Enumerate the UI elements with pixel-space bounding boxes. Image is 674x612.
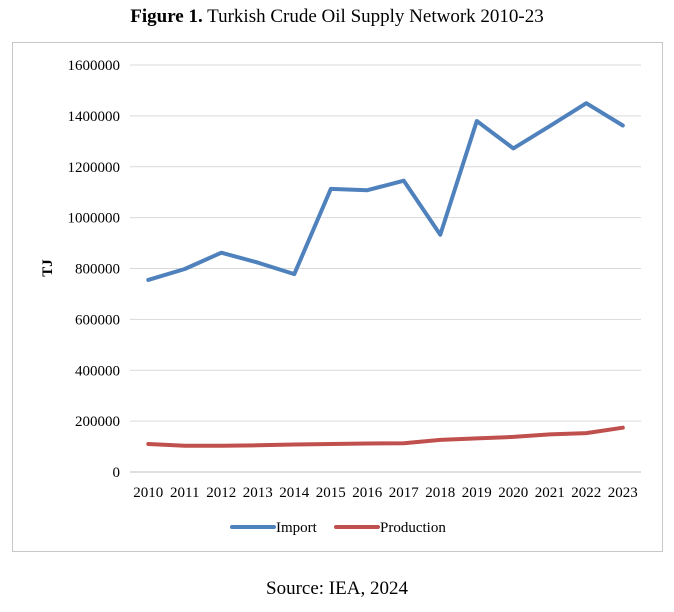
figure-label: Figure 1. (130, 6, 203, 27)
y-tick-label: 1400000 (68, 109, 121, 125)
x-tick-label: 2010 (133, 485, 163, 501)
x-tick-label: 2017 (389, 485, 420, 501)
y-tick-label: 0 (113, 465, 121, 481)
figure-caption: Turkish Crude Oil Supply Network 2010-23 (207, 6, 544, 27)
x-tick-label: 2016 (352, 485, 383, 501)
x-tick-label: 2020 (498, 485, 528, 501)
x-tick-label: 2015 (316, 485, 346, 501)
x-tick-label: 2014 (279, 485, 310, 501)
y-tick-label: 200000 (75, 414, 120, 430)
x-tick-label: 2011 (170, 485, 199, 501)
x-tick-label: 2021 (535, 485, 565, 501)
y-tick-label: 1600000 (68, 58, 121, 74)
y-tick-label: 600000 (75, 312, 120, 328)
x-tick-label: 2019 (462, 485, 492, 501)
y-tick-label: 800000 (75, 262, 120, 278)
x-tick-label: 2023 (608, 485, 638, 501)
chart-frame (12, 42, 663, 552)
y-tick-label: 1000000 (68, 211, 121, 227)
series-line-production (146, 425, 625, 448)
x-tick-label: 2018 (425, 485, 455, 501)
legend-label-production: Production (380, 520, 446, 536)
figure-source: Source: IEA, 2024 (266, 578, 408, 599)
y-tick-label: 1200000 (68, 160, 121, 176)
x-tick-label: 2022 (571, 485, 601, 501)
x-tick-label: 2012 (206, 485, 236, 501)
y-tick-label: 400000 (75, 363, 120, 379)
y-axis-label: TJ (40, 259, 56, 277)
figure-title: Figure 1. Turkish Crude Oil Supply Netwo… (0, 6, 674, 28)
x-tick-label: 2013 (243, 485, 273, 501)
series-line-import (146, 101, 625, 282)
legend-label-import: Import (276, 520, 318, 536)
